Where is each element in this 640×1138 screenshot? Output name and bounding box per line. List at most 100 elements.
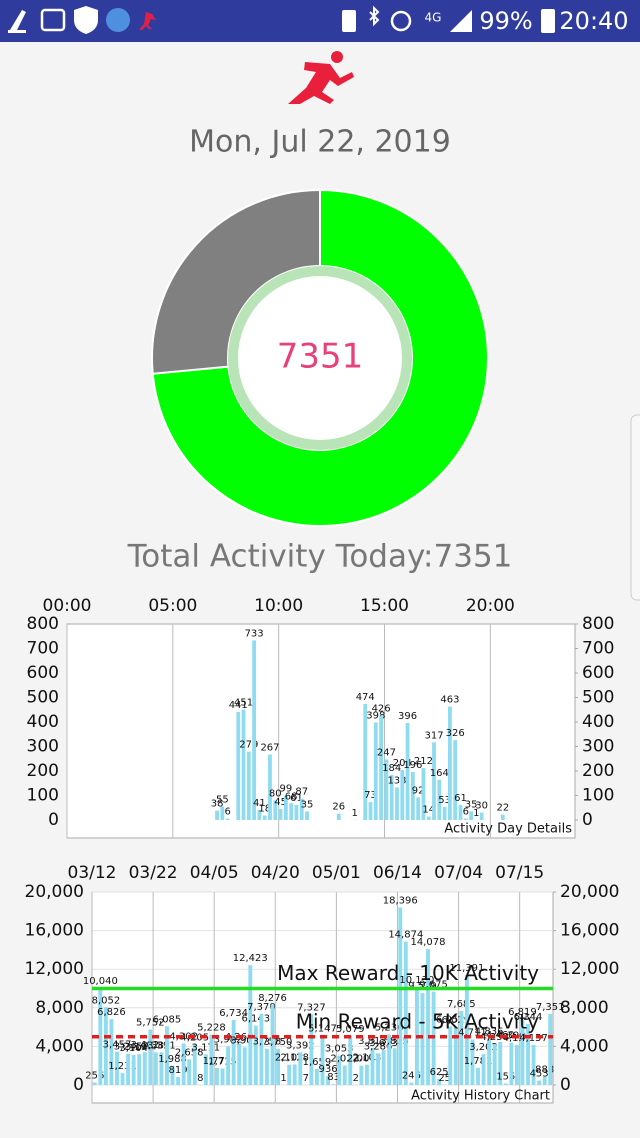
battery-icon (541, 9, 555, 33)
y-tick-label: 12,000 (25, 959, 84, 979)
runner-small-icon (139, 12, 156, 30)
x-tick-label: 05:00 (148, 596, 197, 616)
bar-value-label: 92 (412, 785, 425, 796)
bar (514, 1044, 519, 1085)
bar-value-label: 3,202 (469, 1042, 498, 1053)
bar-value-label: 184 (382, 763, 401, 774)
bar (479, 812, 484, 820)
bar-value-label: 3,457 (103, 1040, 132, 1051)
bar (276, 1048, 281, 1085)
bar-value-label: 3,245 (114, 1042, 143, 1053)
bar-value-label: 7,370 (247, 1002, 276, 1013)
bar (257, 809, 262, 820)
face-icon (40, 8, 66, 32)
bar-value-label: 256 (85, 1071, 104, 1082)
donut-slice (151, 188, 489, 527)
speed-icon (106, 8, 130, 32)
bar-value-label: 6,085 (153, 1014, 182, 1025)
bar-value-label: 6,052 (436, 1015, 465, 1026)
bar-value-label: 3,104 (119, 1043, 148, 1054)
bar-value-label: 4,711 (458, 1028, 487, 1039)
y-tick-label: 700 (27, 639, 59, 659)
y2-tick-label: 800 (582, 614, 614, 634)
bar-value-label: 68 (285, 791, 298, 802)
bar (453, 1026, 458, 1085)
bar-value-label: 5,147 (308, 1023, 337, 1034)
bar (364, 1064, 369, 1085)
bar (299, 798, 304, 820)
bar (109, 1019, 114, 1085)
clock: 20:40 (559, 7, 628, 35)
bar-value-label: 14,874 (388, 929, 423, 940)
bar-value-label: 317 (424, 730, 443, 741)
bar (283, 795, 288, 820)
x-tick-label: 05/01 (312, 863, 361, 883)
bar-value-label: 35 (465, 799, 478, 810)
y-tick-label: 100 (27, 786, 59, 806)
bar-value-label: 3,196 (125, 1042, 154, 1053)
bar (448, 1026, 453, 1085)
bar (492, 1043, 497, 1085)
bar (242, 1047, 247, 1085)
y2-tick-label: 500 (582, 688, 614, 708)
bar (265, 1048, 269, 1085)
bar (298, 1052, 303, 1085)
bar-value-label: 1,659 (303, 1057, 332, 1068)
bar (131, 1055, 136, 1085)
bar (225, 818, 230, 820)
bar-value-label: 3,901 (230, 1035, 259, 1046)
x-tick-label: 04/05 (190, 863, 239, 883)
bar (246, 751, 251, 820)
bar-value-label: 204 (393, 758, 412, 769)
bar (503, 1083, 508, 1085)
bar (458, 805, 463, 820)
bar (287, 1064, 292, 1085)
bar-value-label: 2,102 (275, 1053, 304, 1064)
y2-tick-label: 400 (582, 712, 614, 732)
bar-value-label: 396 (398, 711, 417, 722)
bar-value-label: 426 (372, 704, 391, 715)
bar-value-label: 2,103 (353, 1053, 382, 1064)
bar-value-label: 6,819 (508, 1007, 537, 1018)
bar-value-label: 441 (229, 700, 248, 711)
x-tick-label: 20:00 (466, 596, 515, 616)
bar (220, 806, 225, 820)
bar (395, 787, 399, 820)
bar (148, 1029, 153, 1085)
bar (498, 1041, 503, 1085)
bar (126, 1053, 131, 1085)
bar-value-label: 936 (319, 1064, 338, 1075)
bar (262, 815, 267, 820)
bar (181, 1043, 186, 1085)
bar-value-label: 7,327 (297, 1002, 326, 1013)
bar (268, 754, 272, 820)
y2-tick-label: 100 (582, 786, 614, 806)
y-tick-label: 16,000 (25, 921, 84, 941)
bar (320, 1035, 325, 1085)
notification-icons (8, 6, 156, 34)
bar (381, 1050, 386, 1085)
logo-head (331, 51, 343, 63)
bar (305, 811, 309, 820)
bar (159, 1052, 164, 1085)
bar-value-label: 3,758 (253, 1037, 282, 1048)
bar-value-label: 6,734 (219, 1008, 248, 1019)
y-tick-label: 200 (27, 761, 59, 781)
bar-value-label: 1 (280, 1073, 286, 1084)
bar (153, 1052, 158, 1085)
y2-tick-label: 4,000 (560, 1036, 609, 1056)
bar-value-label: 1 (473, 808, 479, 819)
y2-tick-label: 20,000 (560, 882, 619, 902)
bar (103, 1007, 108, 1085)
bar-value-label: 8,276 (258, 993, 287, 1004)
bar-value-label: 99 (279, 784, 292, 795)
bar (542, 1076, 547, 1085)
bar-value-label: 6,344 (514, 1012, 543, 1023)
bar-value-label: 35 (301, 799, 314, 810)
bar (448, 706, 452, 820)
bar-value-label: 18 (258, 804, 271, 815)
bar (392, 1048, 397, 1085)
bar-value-label: 7,685 (447, 999, 476, 1010)
bar-value-label: 5,236 (375, 1022, 404, 1033)
